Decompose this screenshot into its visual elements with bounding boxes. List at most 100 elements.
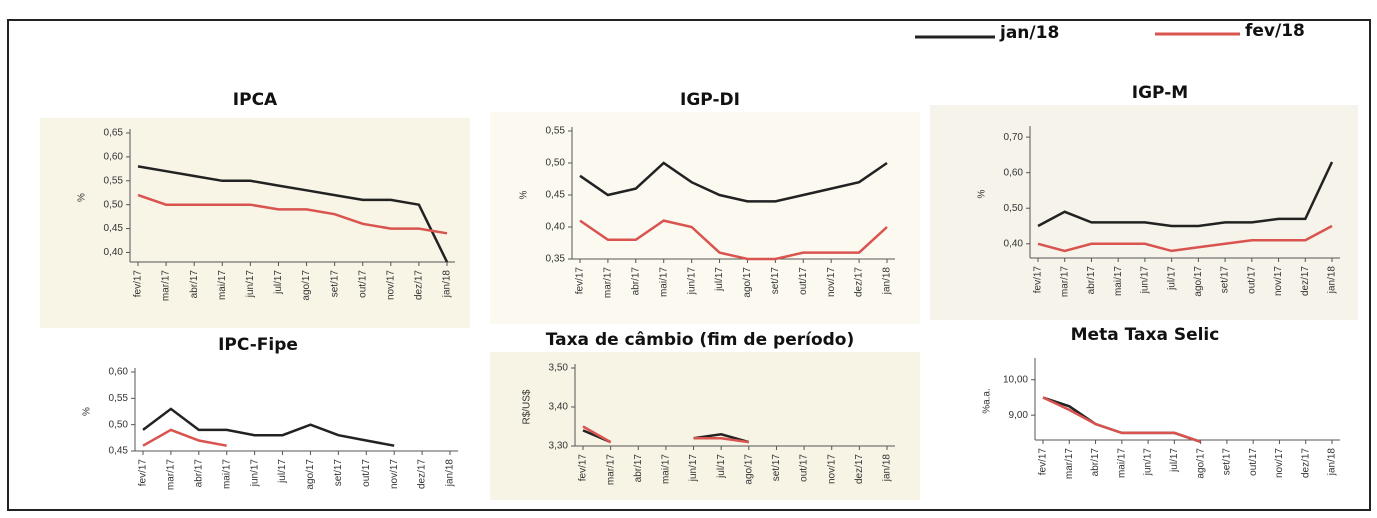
- y-tick-label: 0,50: [109, 419, 129, 430]
- x-tick-label: set/17: [1222, 448, 1233, 476]
- y-tick-label: 10,00: [1003, 374, 1028, 385]
- x-tick-label: ago/17: [301, 270, 312, 301]
- x-tick-label: jul/17: [714, 267, 725, 292]
- x-tick-label: abr/17: [633, 454, 644, 483]
- data-line: [579, 161, 888, 203]
- x-tick-label: set/17: [329, 270, 340, 298]
- x-tick-label: mai/17: [661, 454, 672, 484]
- y-tick-label: 0,60: [109, 367, 129, 378]
- y-axis-label: %: [977, 189, 988, 198]
- x-tick-label: fev/17: [1033, 266, 1044, 294]
- x-tick-label: jan/18: [445, 459, 456, 488]
- x-tick-label: mai/17: [658, 267, 669, 297]
- chart-title: IGP-DI: [680, 90, 740, 110]
- x-tick-label: out/17: [1248, 448, 1259, 476]
- x-tick-label: mai/17: [1116, 448, 1127, 478]
- data-line: [579, 219, 888, 261]
- frame: [7, 19, 1371, 511]
- y-tick-label: 3,30: [549, 441, 569, 452]
- y-tick-label: 0,55: [109, 393, 129, 404]
- y-axis-label: %a.a.: [982, 388, 993, 414]
- data-line: [582, 429, 750, 444]
- y-tick-label: 0,40: [104, 247, 124, 258]
- x-tick-label: nov/17: [1274, 448, 1285, 478]
- x-tick-label: nov/17: [389, 459, 400, 489]
- x-tick-label: abr/17: [630, 267, 641, 296]
- y-tick-label: 0,35: [546, 254, 566, 265]
- x-tick-label: jan/18: [882, 454, 893, 483]
- x-tick-label: abr/17: [1090, 448, 1101, 477]
- y-tick-label: 0,70: [1004, 132, 1024, 143]
- y-tick-label: 0,55: [546, 126, 566, 137]
- y-tick-label: 3,50: [549, 363, 569, 374]
- y-tick-label: 9,00: [1009, 410, 1029, 421]
- panel-bg: [490, 352, 920, 500]
- chart-title: IPC-Fipe: [218, 335, 298, 355]
- x-tick-label: mai/17: [217, 270, 228, 300]
- x-tick-label: ago/17: [1193, 266, 1204, 297]
- x-tick-label: jun/17: [688, 454, 699, 483]
- y-tick-label: 0,50: [1004, 203, 1024, 214]
- data-line: [143, 409, 450, 446]
- y-tick-label: 0,45: [109, 446, 129, 457]
- y-tick-label: 0,60: [1004, 167, 1024, 178]
- y-tick-label: 0,45: [104, 223, 124, 234]
- x-tick-label: jul/17: [716, 454, 727, 479]
- x-tick-label: ago/17: [305, 459, 316, 490]
- data-line: [1037, 224, 1333, 253]
- x-tick-label: jul/17: [1166, 266, 1177, 291]
- x-tick-label: jun/17: [686, 267, 697, 296]
- x-tick-label: ago/17: [1195, 448, 1206, 479]
- y-tick-label: 0,50: [104, 199, 124, 210]
- x-tick-label: jan/18: [1327, 448, 1338, 477]
- x-tick-label: mar/17: [605, 454, 616, 486]
- y-tick-label: 0,65: [104, 128, 124, 139]
- y-axis-label: %: [77, 193, 88, 202]
- x-tick-label: set/17: [1220, 266, 1231, 294]
- y-tick-label: 0,60: [104, 152, 124, 163]
- x-tick-label: set/17: [333, 459, 344, 487]
- x-tick-label: jun/17: [249, 459, 260, 488]
- chart-title: Taxa de câmbio (fim de período): [546, 330, 855, 350]
- x-tick-label: jul/17: [1169, 448, 1180, 473]
- data-line: [1042, 396, 1202, 443]
- x-tick-label: jun/17: [245, 270, 256, 299]
- x-tick-label: abr/17: [1086, 266, 1097, 295]
- legend-label: jan/18: [999, 23, 1059, 43]
- data-line: [1037, 161, 1334, 228]
- y-axis-label: R$/US$: [522, 389, 533, 424]
- x-tick-label: abr/17: [189, 270, 200, 299]
- x-tick-label: mar/17: [1064, 448, 1075, 480]
- x-tick-label: out/17: [798, 267, 809, 295]
- x-tick-label: mar/17: [166, 459, 177, 491]
- x-tick-label: jun/17: [1143, 448, 1154, 477]
- data-line: [137, 165, 449, 263]
- x-tick-label: fev/17: [138, 459, 149, 487]
- x-tick-label: mai/17: [221, 459, 232, 489]
- chart-title: IGP-M: [1132, 83, 1188, 103]
- y-tick-label: 0,40: [1004, 238, 1024, 249]
- panel-bg: [490, 112, 920, 324]
- x-tick-label: dez/17: [854, 267, 865, 297]
- y-tick-label: 0,55: [104, 175, 124, 186]
- x-tick-label: mar/17: [603, 267, 614, 299]
- x-tick-label: out/17: [1246, 266, 1257, 294]
- x-tick-label: out/17: [361, 459, 372, 487]
- x-tick-label: jul/17: [277, 459, 288, 484]
- x-tick-label: dez/17: [417, 459, 428, 489]
- panel-bg: [40, 118, 470, 328]
- chart-title: IPCA: [233, 90, 278, 110]
- x-tick-label: ago/17: [743, 454, 754, 485]
- x-tick-label: jan/18: [882, 267, 893, 296]
- x-tick-label: jun/17: [1140, 266, 1151, 295]
- x-tick-label: fev/17: [578, 454, 589, 482]
- x-tick-label: dez/17: [414, 270, 425, 300]
- x-tick-label: jul/17: [273, 270, 284, 295]
- y-tick-label: 0,40: [546, 222, 566, 233]
- x-tick-label: nov/17: [826, 454, 837, 484]
- x-tick-label: jan/18: [442, 270, 453, 299]
- x-tick-label: fev/17: [133, 270, 144, 298]
- y-axis-label: %: [82, 407, 93, 416]
- chart-title: Meta Taxa Selic: [1071, 325, 1220, 345]
